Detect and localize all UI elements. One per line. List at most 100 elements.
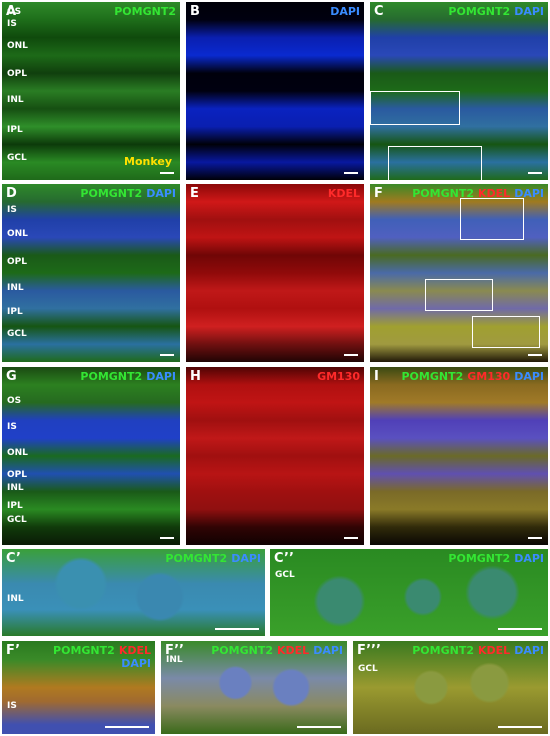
stain-labels: POMGNT2 DAPI <box>165 552 261 565</box>
stain-labels: POMGNT2 DAPI <box>80 187 176 200</box>
layer-label: IPL <box>7 501 23 511</box>
stain-label: DAPI <box>121 657 151 670</box>
layer-label: IS <box>7 422 17 432</box>
stain-label: KDEL <box>478 187 511 200</box>
panel-letter: F’’’ <box>357 643 381 658</box>
layer-label: IPL <box>7 125 23 135</box>
stain-label: DAPI <box>330 5 360 18</box>
inset-box <box>472 316 540 348</box>
image-panel: F’ POMGNT2 KDEL DAPI IS <box>2 641 155 734</box>
layer-label: INL <box>166 654 183 665</box>
stain-labels: POMGNT2 KDEL DAPI <box>412 644 544 657</box>
stain-label: POMGNT2 <box>401 370 464 383</box>
stain-labels: POMGNT2 KDEL DAPI <box>412 187 544 200</box>
panel-letter: F’’ <box>165 643 184 658</box>
image-panel: I POMGNT2 GM130 DAPI <box>370 367 548 545</box>
stain-label: POMGNT2 <box>412 187 474 200</box>
stain-label: DAPI <box>514 370 544 383</box>
image-panel: E KDEL <box>186 184 364 362</box>
stain-labels: KDEL <box>328 187 360 200</box>
panel-letter: C’’ <box>274 551 294 566</box>
stain-labels: GM130 <box>317 370 360 383</box>
panel-letter: G <box>6 369 17 384</box>
image-panel: C POMGNT2 DAPI <box>370 2 548 180</box>
stain-labels: POMGNT2 <box>114 5 176 18</box>
layer-label: GCL <box>275 570 295 581</box>
panel-letter: F <box>374 186 383 201</box>
layer-label: GCL <box>358 663 378 674</box>
layer-label: ONL <box>7 229 28 239</box>
panel-letter: A <box>6 4 17 19</box>
stain-labels: POMGNT2 DAPI <box>80 370 176 383</box>
image-panel: C’ POMGNT2 DAPI INL <box>2 549 265 636</box>
layer-label: ONL <box>7 448 28 458</box>
scale-bar <box>297 726 341 728</box>
scale-bar <box>344 537 358 539</box>
scale-bar <box>498 628 542 630</box>
scale-bar <box>344 172 358 174</box>
scale-bar <box>344 354 358 356</box>
panel-letter: B <box>190 4 200 19</box>
stain-label: DAPI <box>514 644 544 657</box>
layer-label: OPL <box>7 257 27 267</box>
image-panel: A POMGNT2 OS IS ONL OPL INL IPL GCL Monkey <box>2 2 180 180</box>
stain-label: DAPI <box>313 644 343 657</box>
image-panel: C’’ POMGNT2 DAPI GCL <box>270 549 548 636</box>
stain-label: KDEL <box>327 187 360 200</box>
panel-letter: I <box>374 369 379 384</box>
stain-label: POMGNT2 <box>80 370 143 383</box>
layer-label: GCL <box>7 329 27 339</box>
stain-label: POMGNT2 <box>448 5 511 18</box>
stain-labels: POMGNT2 DAPI <box>448 552 544 565</box>
layer-label: IS <box>7 205 17 215</box>
scale-bar <box>160 354 174 356</box>
scale-bar <box>160 172 174 174</box>
stain-label: POMGNT2 <box>448 552 511 565</box>
stain-labels: POMGNT2 KDEL DAPI <box>51 644 151 670</box>
layer-label: INL <box>7 594 24 605</box>
scale-bar <box>160 537 174 539</box>
stain-label: POMGNT2 <box>80 187 143 200</box>
scale-bar <box>528 537 542 539</box>
panel-letter: E <box>190 186 199 201</box>
inset-box <box>460 198 524 240</box>
layer-label: ONL <box>7 41 28 51</box>
stain-label: POMGNT2 <box>114 5 176 18</box>
image-panel: H GM130 <box>186 367 364 545</box>
stain-label: DAPI <box>514 552 544 565</box>
layer-label: IS <box>7 701 17 712</box>
panel-letter: D <box>6 186 17 201</box>
layer-label: IS <box>7 19 17 29</box>
stain-label: KDEL <box>118 644 151 657</box>
inset-box <box>370 91 460 125</box>
stain-label: KDEL <box>478 644 511 657</box>
species-label: Monkey <box>124 155 172 168</box>
stain-label: POMGNT2 <box>165 552 228 565</box>
inset-box <box>425 279 493 311</box>
image-panel: F POMGNT2 KDEL DAPI <box>370 184 548 362</box>
stain-labels: DAPI <box>330 5 360 18</box>
scale-bar <box>498 726 542 728</box>
stain-label: KDEL <box>277 644 310 657</box>
stain-label: POMGNT2 <box>211 644 273 657</box>
stain-label: POMGNT2 <box>53 644 115 657</box>
image-panel: F’’’ POMGNT2 KDEL DAPI GCL <box>353 641 548 734</box>
image-panel: D POMGNT2 DAPI IS ONL OPL INL IPL GCL <box>2 184 180 362</box>
layer-label: INL <box>7 95 24 105</box>
layer-label: GCL <box>7 515 27 525</box>
stain-label: GM130 <box>467 370 511 383</box>
scale-bar <box>528 172 542 174</box>
stain-label: GM130 <box>317 370 360 383</box>
panel-letter: C <box>374 4 384 19</box>
stain-label: DAPI <box>514 5 544 18</box>
scale-bar <box>528 354 542 356</box>
panel-letter: F’ <box>6 643 21 658</box>
stain-labels: POMGNT2 GM130 DAPI <box>401 370 544 383</box>
panel-letter: H <box>190 369 201 384</box>
stain-label: DAPI <box>146 370 176 383</box>
scale-bar <box>215 628 259 630</box>
stain-label: DAPI <box>231 552 261 565</box>
stain-label: POMGNT2 <box>412 644 474 657</box>
layer-label: GCL <box>7 153 27 163</box>
